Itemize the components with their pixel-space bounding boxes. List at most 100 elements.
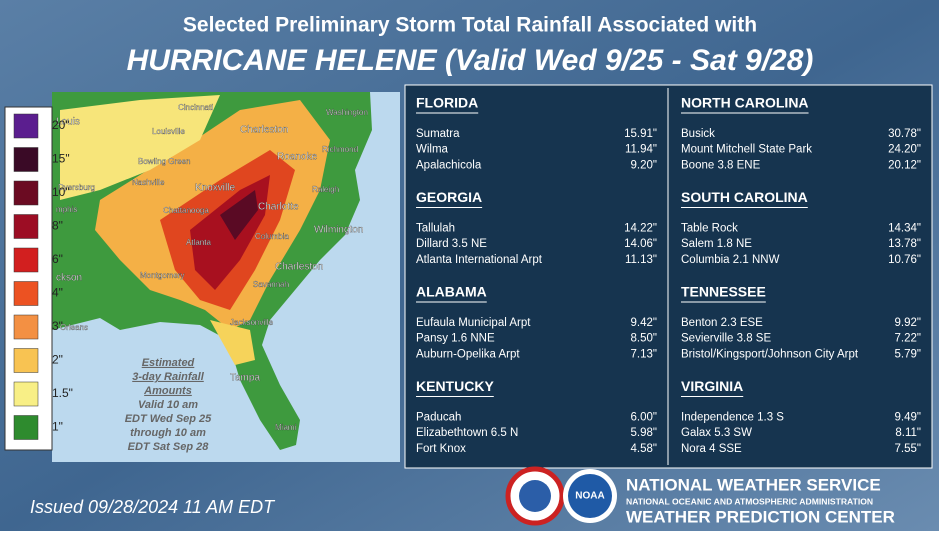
station-value: 14.34" xyxy=(888,223,921,235)
station-value: 13.78" xyxy=(888,238,921,250)
map xyxy=(52,92,400,462)
station-value: 11.94" xyxy=(625,144,657,156)
station-name: Wilma xyxy=(416,144,449,156)
station-value: 10.76" xyxy=(888,254,921,266)
station-name: Fort Knox xyxy=(416,443,466,455)
state-header: ALABAMA xyxy=(416,284,487,300)
legend-swatch xyxy=(13,381,39,407)
city-label: Louisville xyxy=(152,127,185,136)
map-note: EDT Sat Sep 28 xyxy=(128,441,210,453)
city-label: Columbia xyxy=(255,232,289,241)
center: WEATHER PREDICTION CENTER xyxy=(626,507,895,526)
map-note: Estimated xyxy=(142,357,195,369)
city-label: Charlotte xyxy=(258,202,299,213)
city-label: Richmond xyxy=(322,145,358,154)
legend-swatch xyxy=(13,180,39,206)
city-label: Knoxville xyxy=(195,183,235,194)
station-value: 7.13" xyxy=(631,348,657,360)
city-label: Dyersburg xyxy=(58,183,95,192)
station-value: 14.22" xyxy=(624,223,657,235)
station-value: 7.22" xyxy=(895,333,921,345)
city-label: Nashville xyxy=(132,178,165,187)
map-note: 3-day Rainfall xyxy=(132,371,204,383)
city-label: Cincinnati xyxy=(178,103,213,112)
city-label: Chattanooga xyxy=(163,206,209,215)
state-header: VIRGINIA xyxy=(681,378,743,394)
legend-swatch xyxy=(13,348,39,373)
station-name: Sevierville 3.8 SE xyxy=(681,333,771,345)
station-name: Sumatra xyxy=(416,128,460,140)
station-name: Elizabethtown 6.5 N xyxy=(416,427,518,439)
station-name: Busick xyxy=(681,128,715,140)
station-name: Nora 4 SSE xyxy=(681,443,742,455)
state-header: GEORGIA xyxy=(416,189,482,205)
station-name: Salem 1.8 NE xyxy=(681,238,752,250)
noaa-logo-inner xyxy=(568,474,612,518)
station-name: Bristol/Kingsport/Johnson City Arpt xyxy=(681,348,859,360)
station-name: Auburn-Opelika Arpt xyxy=(416,348,520,360)
station-name: Mount Mitchell State Park xyxy=(681,144,812,156)
legend-label: 1" xyxy=(52,420,63,434)
station-value: 20.12" xyxy=(888,159,921,171)
legend-swatch xyxy=(13,415,39,440)
title-line1: Selected Preliminary Storm Total Rainfal… xyxy=(183,14,757,37)
station-name: Columbia 2.1 NNW xyxy=(681,254,780,266)
city-label: Miami xyxy=(275,423,297,432)
station-name: Paducah xyxy=(416,412,461,424)
state-header: NORTH CAROLINA xyxy=(681,95,809,111)
station-name: Benton 2.3 ESE xyxy=(681,317,763,329)
map-note: EDT Wed Sep 25 xyxy=(125,413,212,425)
legend-label: 20" xyxy=(52,118,70,132)
station-value: 9.20" xyxy=(631,159,657,171)
station-name: Tallulah xyxy=(416,223,455,235)
station-value: 4.58" xyxy=(631,443,657,455)
title-line2: HURRICANE HELENE (Valid Wed 9/25 - Sat 9… xyxy=(127,44,814,77)
city-label: Washington xyxy=(326,108,368,117)
city-label: mphis xyxy=(56,205,77,214)
city-label: Charleston xyxy=(275,262,323,273)
legend-label: 6" xyxy=(52,252,63,266)
state-header: FLORIDA xyxy=(416,95,478,111)
station-name: Dillard 3.5 NE xyxy=(416,238,487,250)
noaa-text: NOAA xyxy=(575,491,604,502)
station-value: 8.11" xyxy=(895,427,921,439)
org: NATIONAL WEATHER SERVICE xyxy=(626,475,881,494)
city-label: Wilmington xyxy=(314,225,363,236)
issued: Issued 09/28/2024 11 AM EDT xyxy=(30,497,276,517)
legend-swatch xyxy=(13,147,39,172)
legend-label: 4" xyxy=(52,286,63,300)
map-note: Amounts xyxy=(143,385,192,397)
station-name: Boone 3.8 ENE xyxy=(681,159,761,171)
station-value: 24.20" xyxy=(888,144,921,156)
station-value: 7.55" xyxy=(895,443,921,455)
station-name: Independence 1.3 S xyxy=(681,412,784,424)
city-label: Savannah xyxy=(253,280,289,289)
station-value: 15.91" xyxy=(624,128,657,140)
city-label: Roanoke xyxy=(277,152,317,163)
city-label: Montgomery xyxy=(140,271,184,280)
legend-label: 1.5" xyxy=(52,386,73,400)
station-value: 6.00" xyxy=(631,412,657,424)
station-name: Table Rock xyxy=(681,223,738,235)
city-label: ckson xyxy=(56,273,82,284)
station-name: Galax 5.3 SW xyxy=(681,427,752,439)
legend-swatch xyxy=(13,247,39,273)
legend-swatch xyxy=(13,214,39,239)
legend-swatch xyxy=(13,314,39,340)
station-value: 8.50" xyxy=(631,333,657,345)
legend-label: 3" xyxy=(52,319,63,333)
legend-swatch xyxy=(13,113,39,139)
station-name: Apalachicola xyxy=(416,159,482,171)
org-sub: NATIONAL OCEANIC AND ATMOSPHERIC ADMINIS… xyxy=(626,496,873,506)
station-value: 9.49" xyxy=(895,412,921,424)
city-label: Raleigh xyxy=(312,185,339,194)
station-value: 30.78" xyxy=(888,128,921,140)
station-value: 11.13" xyxy=(625,254,657,266)
city-label: Atlanta xyxy=(186,238,211,247)
legend-label: 8" xyxy=(52,219,63,233)
city-label: Jacksonville xyxy=(230,318,274,327)
city-label: Charleston xyxy=(240,125,288,136)
map-note: Valid 10 am xyxy=(138,399,198,411)
station-name: Pansy 1.6 NNE xyxy=(416,333,495,345)
